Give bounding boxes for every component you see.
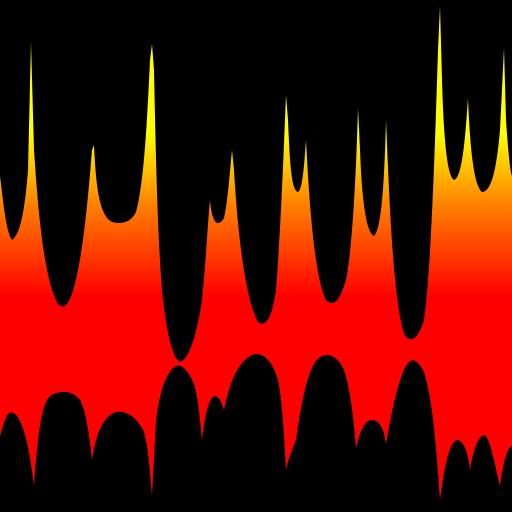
flame-band [0,6,512,500]
